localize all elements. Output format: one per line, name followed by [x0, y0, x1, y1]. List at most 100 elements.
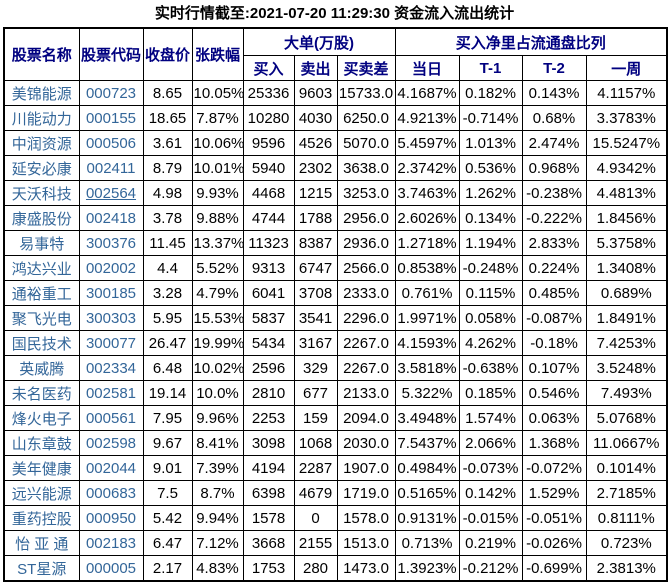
ratio-week-cell: 1.8456%: [585, 205, 668, 231]
stock-code-cell[interactable]: 300077: [78, 330, 144, 356]
stock-code-cell[interactable]: 002581: [78, 380, 144, 406]
stock-name-cell[interactable]: 远兴能源: [3, 480, 80, 506]
buy-sell-diff-cell: 3638.0: [336, 155, 396, 181]
stock-code-cell[interactable]: 000950: [78, 505, 144, 531]
ratio-week-cell: 15.5247%: [585, 130, 668, 156]
buy-sell-diff-cell: 15733.0: [336, 80, 396, 106]
stock-code-cell[interactable]: 300185: [78, 280, 144, 306]
table-row: 远兴能源 000683 7.5 8.7% 6398 4679 1719.0 0.5165% 0.…: [3, 480, 668, 506]
stock-name-cell[interactable]: 英威腾: [3, 355, 80, 381]
ratio-week-cell: 3.5248%: [585, 355, 668, 381]
ratio-t2-cell: -0.18%: [521, 330, 587, 356]
buy-sell-diff-cell: 1473.0: [336, 555, 396, 582]
stock-name-cell[interactable]: 重药控股: [3, 505, 80, 531]
stock-name-cell[interactable]: 通裕重工: [3, 280, 80, 306]
stock-name-cell[interactable]: 天沃科技: [3, 180, 80, 206]
buy-volume-cell: 1578: [242, 505, 295, 531]
stock-name-cell[interactable]: 美年健康: [3, 455, 80, 481]
ratio-t2-cell: 1.368%: [521, 430, 587, 456]
stock-name-cell[interactable]: 康盛股份: [3, 205, 80, 231]
stock-code-cell[interactable]: 002564: [78, 180, 144, 206]
stock-name-cell[interactable]: 川能动力: [3, 105, 80, 131]
stock-code-cell[interactable]: 000005: [78, 555, 144, 582]
ratio-week-cell: 0.8111%: [585, 505, 668, 531]
close-price-cell: 26.47: [142, 330, 193, 356]
ratio-week-cell: 2.3813%: [585, 555, 668, 582]
fund-flow-report: 实时行情截至:2021-07-20 11:29:30 资金流入流出统计 股票名称…: [0, 3, 669, 583]
stock-name-cell[interactable]: 美锦能源: [3, 80, 80, 106]
buy-volume-cell: 6041: [242, 280, 295, 306]
close-price-cell: 3.28: [142, 280, 193, 306]
buy-sell-diff-cell: 2133.0: [336, 380, 396, 406]
ratio-today-cell: 5.322%: [394, 380, 460, 406]
stock-name-cell[interactable]: 未名医药: [3, 380, 80, 406]
stock-name-cell[interactable]: 鸿达兴业: [3, 255, 80, 281]
stock-code-cell[interactable]: 000506: [78, 130, 144, 156]
stock-code-cell[interactable]: 000561: [78, 405, 144, 431]
table-row: 怡 亚 通 002183 6.47 7.12% 3668 2155 1513.0 0.713%…: [3, 530, 668, 556]
stock-code-cell[interactable]: 002044: [78, 455, 144, 481]
table-row: 川能动力 000155 18.65 7.87% 10280 4030 6250.0 4.921…: [3, 105, 668, 131]
stock-name-cell[interactable]: 易事特: [3, 230, 80, 256]
buy-sell-diff-cell: 2267.0: [336, 355, 396, 381]
stock-code-cell[interactable]: 000155: [78, 105, 144, 131]
close-price-cell: 19.14: [142, 380, 193, 406]
ratio-today-cell: 4.1687%: [394, 80, 460, 106]
stock-code-cell[interactable]: 002002: [78, 255, 144, 281]
stock-table: 股票名称 股票代码 收盘价 张跌幅 大单(万股) 买入净里占流通盘比列 买入 卖…: [3, 27, 669, 582]
close-price-cell: 5.42: [142, 505, 193, 531]
stock-code-cell[interactable]: 002334: [78, 355, 144, 381]
close-price-cell: 9.01: [142, 455, 193, 481]
stock-code-cell[interactable]: 000683: [78, 480, 144, 506]
stock-name-cell[interactable]: 中润资源: [3, 130, 80, 156]
buy-sell-diff-cell: 1513.0: [336, 530, 396, 556]
buy-volume-cell: 10280: [242, 105, 295, 131]
change-pct-cell: 10.01%: [191, 155, 244, 181]
stock-code-cell[interactable]: 002411: [78, 155, 144, 181]
stock-name-cell[interactable]: 山东章鼓: [3, 430, 80, 456]
change-pct-cell: 9.88%: [191, 205, 244, 231]
col-group-large-orders: 大单(万股): [242, 27, 396, 56]
change-pct-cell: 15.53%: [191, 305, 244, 331]
stock-name-cell[interactable]: ST星源: [3, 555, 80, 582]
table-row: 国民技术 300077 26.47 19.99% 5434 3167 2267.0 4.159…: [3, 330, 668, 356]
change-pct-cell: 4.83%: [191, 555, 244, 582]
ratio-week-cell: 3.3783%: [585, 105, 668, 131]
ratio-week-cell: 4.1157%: [585, 80, 668, 106]
ratio-week-cell: 1.3408%: [585, 255, 668, 281]
stock-code-cell[interactable]: 002598: [78, 430, 144, 456]
stock-name-cell[interactable]: 怡 亚 通: [3, 530, 80, 556]
ratio-week-cell: 4.9342%: [585, 155, 668, 181]
stock-code-cell[interactable]: 000723: [78, 80, 144, 106]
header-group-row: 股票名称 股票代码 收盘价 张跌幅 大单(万股) 买入净里占流通盘比列: [3, 27, 668, 81]
ratio-t2-cell: 0.546%: [521, 380, 587, 406]
ratio-today-cell: 3.7463%: [394, 180, 460, 206]
close-price-cell: 3.78: [142, 205, 193, 231]
table-row: 美锦能源 000723 8.65 10.05% 25336 9603 15733.0 4.16…: [3, 80, 668, 106]
ratio-t2-cell: 0.968%: [521, 155, 587, 181]
stock-code-cell[interactable]: 002183: [78, 530, 144, 556]
sell-volume-cell: 6747: [293, 255, 338, 281]
ratio-t1-cell: -0.248%: [458, 255, 523, 281]
ratio-today-cell: 1.3923%: [394, 555, 460, 582]
table-row: 鸿达兴业 002002 4.4 5.52% 9313 6747 2566.0 0.8538% -…: [3, 255, 668, 281]
stock-name-cell[interactable]: 国民技术: [3, 330, 80, 356]
stock-name-cell[interactable]: 延安必康: [3, 155, 80, 181]
stock-code-cell[interactable]: 300376: [78, 230, 144, 256]
change-pct-cell: 7.12%: [191, 530, 244, 556]
sell-volume-cell: 4030: [293, 105, 338, 131]
col-header-buy: 买入: [242, 55, 295, 81]
buy-volume-cell: 5434: [242, 330, 295, 356]
stock-name-cell[interactable]: 聚飞光电: [3, 305, 80, 331]
close-price-cell: 6.47: [142, 530, 193, 556]
ratio-week-cell: 4.4813%: [585, 180, 668, 206]
ratio-week-cell: 11.0667%: [585, 430, 668, 456]
buy-sell-diff-cell: 1719.0: [336, 480, 396, 506]
stock-name-cell[interactable]: 烽火电子: [3, 405, 80, 431]
table-row: 中润资源 000506 3.61 10.06% 9596 4526 5070.0 5.4597…: [3, 130, 668, 156]
ratio-today-cell: 4.1593%: [394, 330, 460, 356]
stock-code-cell[interactable]: 300303: [78, 305, 144, 331]
stock-code-cell[interactable]: 002418: [78, 205, 144, 231]
ratio-week-cell: 5.3758%: [585, 230, 668, 256]
ratio-t1-cell: 0.182%: [458, 80, 523, 106]
